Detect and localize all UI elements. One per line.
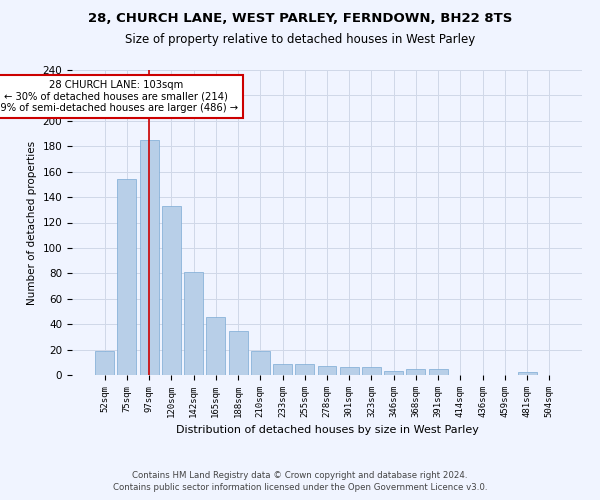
- Bar: [429, 368, 448, 375]
- Bar: [184, 272, 203, 375]
- Bar: [273, 364, 292, 375]
- Bar: [251, 351, 270, 375]
- Text: Size of property relative to detached houses in West Parley: Size of property relative to detached ho…: [125, 32, 475, 46]
- Bar: [229, 330, 248, 375]
- Bar: [518, 372, 536, 375]
- Text: Contains HM Land Registry data © Crown copyright and database right 2024.
Contai: Contains HM Land Registry data © Crown c…: [113, 471, 487, 492]
- Bar: [118, 180, 136, 375]
- X-axis label: Distribution of detached houses by size in West Parley: Distribution of detached houses by size …: [176, 426, 478, 436]
- Bar: [140, 140, 158, 375]
- Bar: [406, 368, 425, 375]
- Bar: [95, 351, 114, 375]
- Text: 28, CHURCH LANE, WEST PARLEY, FERNDOWN, BH22 8TS: 28, CHURCH LANE, WEST PARLEY, FERNDOWN, …: [88, 12, 512, 26]
- Text: 28 CHURCH LANE: 103sqm
← 30% of detached houses are smaller (214)
69% of semi-de: 28 CHURCH LANE: 103sqm ← 30% of detached…: [0, 80, 238, 114]
- Bar: [362, 368, 381, 375]
- Bar: [340, 368, 359, 375]
- Bar: [317, 366, 337, 375]
- Bar: [206, 316, 225, 375]
- Bar: [162, 206, 181, 375]
- Bar: [295, 364, 314, 375]
- Bar: [384, 371, 403, 375]
- Y-axis label: Number of detached properties: Number of detached properties: [27, 140, 37, 304]
